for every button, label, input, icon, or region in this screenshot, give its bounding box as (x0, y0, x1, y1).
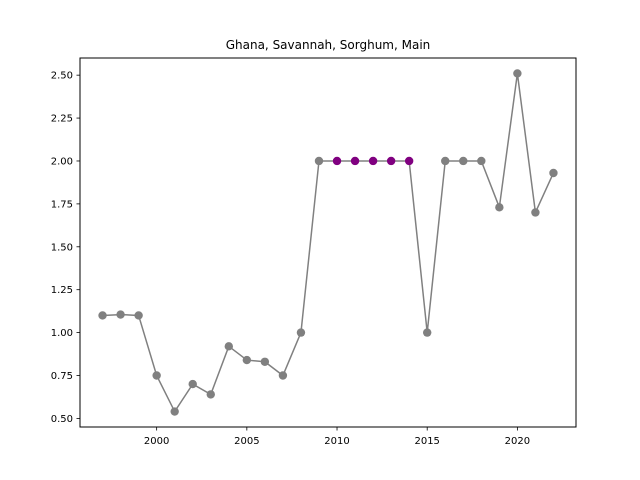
y-axis: 0.50 0.75 1.00 1.25 1.50 1.75 2.00 2.25 2.50 (51, 71, 80, 425)
series-line (102, 73, 555, 414)
data-point (531, 208, 540, 217)
y-tick-label: 0.50 (51, 414, 73, 425)
y-tick-label: 1.00 (51, 328, 73, 339)
plot-frame (79, 57, 577, 428)
y-tick-label: 0.75 (51, 371, 73, 382)
y-tick-label: 2.00 (51, 156, 73, 167)
data-point (98, 311, 107, 320)
data-point (459, 156, 468, 166)
x-tick-label: 2005 (234, 436, 259, 447)
x-tick-label: 2020 (505, 436, 530, 447)
highlighted-data-point (332, 156, 342, 166)
data-point (260, 357, 270, 366)
y-tick-label: 1.25 (51, 285, 73, 296)
data-point (477, 156, 486, 166)
data-point (423, 328, 432, 337)
data-point (170, 407, 179, 416)
highlighted-data-point (350, 156, 360, 166)
data-point (116, 310, 125, 319)
data-point (152, 371, 161, 380)
data-point (549, 168, 558, 178)
data-point (206, 390, 215, 399)
chart-title: Ghana, Savannah, Sorghum, Main (226, 38, 431, 52)
data-point (495, 203, 504, 212)
plot-area (98, 69, 558, 416)
y-tick-label: 2.50 (51, 71, 73, 82)
data-point (296, 328, 306, 337)
x-tick-label: 2015 (414, 436, 439, 447)
data-point (242, 355, 252, 365)
data-point (134, 311, 143, 320)
highlighted-data-point (368, 156, 378, 166)
x-tick-label: 2010 (324, 436, 349, 447)
y-tick-label: 2.25 (51, 114, 73, 125)
highlighted-data-point (386, 156, 396, 166)
y-tick-label: 1.50 (51, 242, 73, 253)
x-axis: 2000 2005 2010 2015 2020 (144, 427, 530, 447)
highlighted-data-point (404, 156, 414, 166)
data-point (441, 156, 450, 166)
data-point (224, 342, 233, 351)
data-point (314, 156, 324, 166)
y-tick-label: 1.75 (51, 199, 73, 210)
data-point (188, 379, 197, 389)
x-tick-label: 2000 (144, 436, 169, 447)
data-point (513, 69, 522, 78)
data-point (278, 371, 288, 380)
